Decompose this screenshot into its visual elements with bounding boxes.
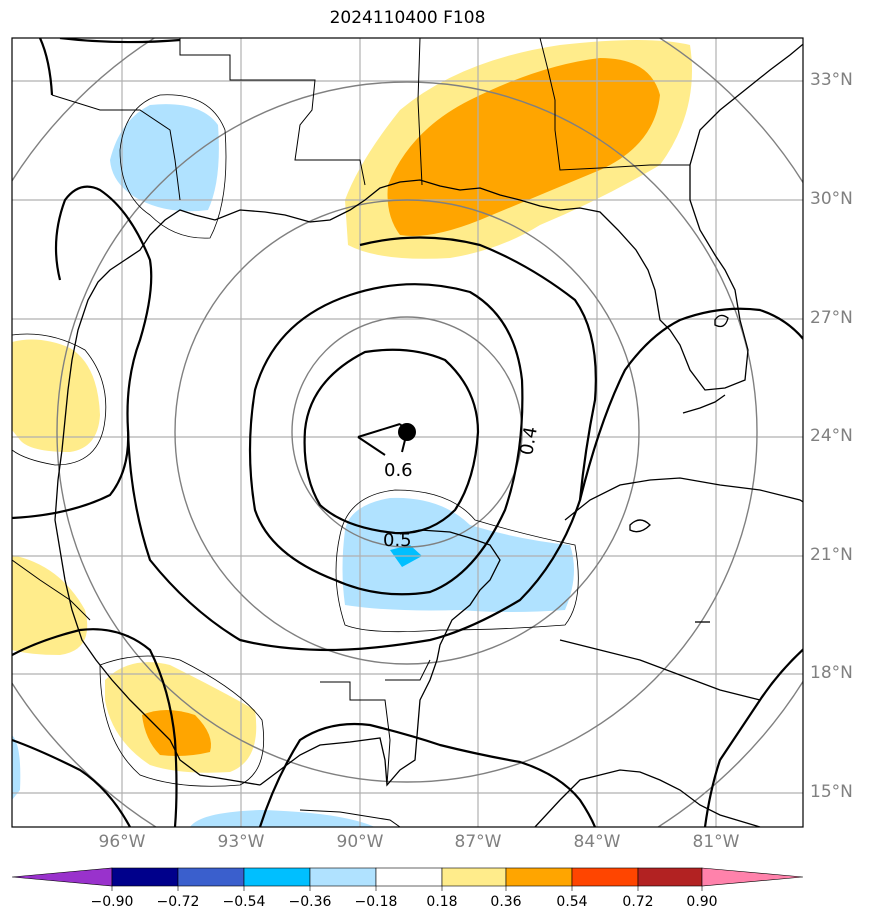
positive-anomaly-shading — [12, 40, 692, 773]
lon-label-93w: 93°W — [217, 832, 265, 852]
lon-label-90w: 90°W — [336, 832, 384, 852]
colorbar-tick: 0.72 — [622, 894, 654, 910]
graticule — [12, 38, 803, 827]
contour-0.4-west — [12, 185, 153, 520]
contour-label-0.4: 0.4 — [516, 425, 542, 457]
lat-label-18n: 18°N — [810, 663, 853, 683]
thin-contours — [12, 94, 579, 787]
lat-label-33n: 33°N — [810, 70, 853, 90]
lat-label-15n: 15°N — [810, 782, 853, 802]
map-frame — [11, 37, 804, 828]
colorbar-tick: 0.18 — [426, 894, 458, 910]
lat-label-24n: 24°N — [810, 426, 853, 446]
lat-label-27n: 27°N — [810, 308, 853, 328]
coastlines — [54, 43, 803, 827]
colorbar-tick: −0.36 — [288, 894, 332, 910]
lon-label-96w: 96°W — [98, 832, 146, 852]
lon-label-84w: 84°W — [573, 832, 621, 852]
colorbar-tick: 0.54 — [556, 894, 588, 910]
contour-0.5 — [248, 283, 524, 596]
negative-anomaly-shading — [12, 104, 574, 827]
lat-label-30n: 30°N — [810, 189, 853, 209]
storm-center-marker — [357, 423, 416, 456]
contour-0.6 — [303, 348, 480, 535]
main-contours — [12, 38, 803, 827]
colorbar-tick: −0.72 — [156, 894, 200, 910]
colorbar-tick: 0.90 — [686, 894, 718, 910]
colorbar-tick: 0.36 — [490, 894, 522, 910]
contour-label-0.6: 0.6 — [384, 460, 413, 481]
contour-0.4-ring — [126, 236, 597, 652]
lat-label-21n: 21°N — [810, 545, 853, 565]
colorbar-tick: −0.18 — [354, 894, 398, 910]
lon-label-81w: 81°W — [692, 832, 740, 852]
political-borders — [12, 38, 690, 827]
map-title: 2024110400 F108 — [329, 8, 486, 28]
colorbar — [11, 867, 804, 891]
contour-label-0.5: 0.5 — [383, 530, 412, 551]
colorbar-tick: −0.90 — [90, 894, 134, 910]
colorbar-tick: −0.54 — [222, 894, 266, 910]
lon-label-87w: 87°W — [454, 832, 502, 852]
